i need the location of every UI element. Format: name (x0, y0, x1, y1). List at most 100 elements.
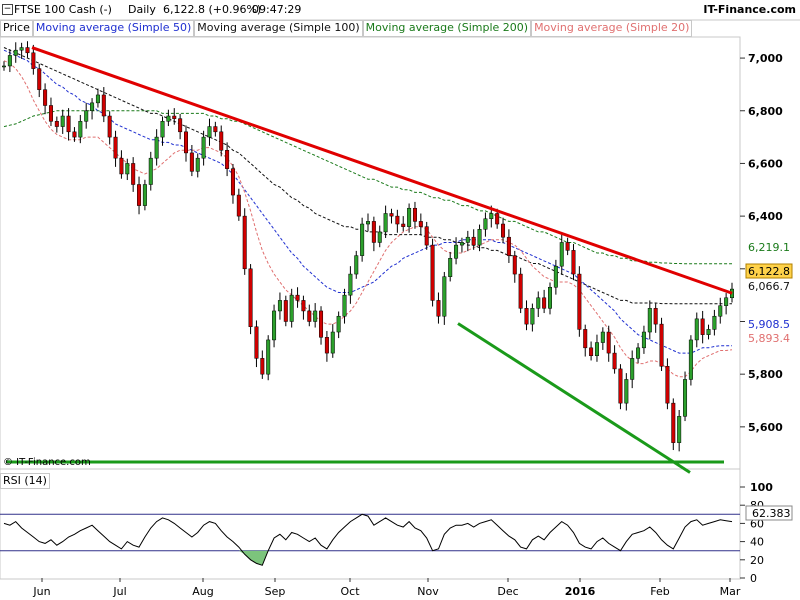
x-tick-label: Oct (340, 585, 360, 598)
price-candle (430, 244, 435, 301)
price-candle (195, 157, 200, 172)
price-candle (553, 265, 558, 288)
price-candle (348, 273, 353, 296)
price-candle (589, 347, 594, 356)
price-candle (612, 352, 617, 370)
price-candle (295, 294, 300, 301)
price-candle (119, 157, 124, 175)
price-candle (583, 329, 588, 349)
price-candle (577, 273, 582, 330)
instrument-name: FTSE 100 Cash (-) (14, 3, 112, 16)
price-candle (548, 286, 552, 309)
price-candle (665, 366, 670, 404)
price-candle (700, 318, 705, 335)
price-candle (178, 118, 183, 133)
price-candle (465, 236, 470, 243)
price-candle (189, 152, 194, 172)
last-value-box (746, 279, 792, 293)
price-candle (407, 207, 412, 227)
price-candle (207, 126, 212, 138)
main-panel-frame (0, 36, 741, 470)
minus-box-icon[interactable]: − (2, 4, 13, 15)
price-candle (154, 136, 159, 159)
price-candle (436, 300, 441, 317)
price-candle (659, 323, 664, 367)
rsi-tick-label: 100 (750, 481, 773, 494)
price-candle (266, 339, 271, 375)
price-candle (694, 318, 699, 341)
price-candle (459, 242, 464, 246)
period-label[interactable]: Daily (128, 3, 156, 16)
last-value-label: 6,122.8 (748, 265, 790, 278)
price-candle (84, 110, 89, 122)
price-candle (371, 221, 376, 243)
price-candle (37, 68, 42, 90)
price-candle (606, 331, 611, 354)
price-candle (31, 52, 36, 69)
x-tick-label: Dec (497, 585, 518, 598)
price-candle (172, 115, 177, 119)
price-candle (536, 297, 541, 309)
price-candle (571, 250, 576, 275)
price-candle (342, 294, 347, 317)
x-tick-label: Sep (265, 585, 286, 598)
price-candle (630, 358, 635, 380)
price-candle (395, 215, 400, 225)
sma20-line (3, 60, 733, 378)
price-candle (313, 310, 318, 322)
last-value-label: 6,219.1 (748, 241, 790, 254)
price-candle (248, 268, 253, 328)
price-candle (448, 258, 453, 277)
price-candle (600, 331, 605, 343)
watermark: © IT-Finance.com (3, 457, 91, 468)
sma50-line (3, 49, 732, 354)
price-candle (19, 47, 24, 51)
y-tick-label: 6,600 (748, 157, 783, 170)
price-candle (260, 358, 265, 375)
price-candle (319, 310, 324, 338)
last-value-label: 5,908.5 (748, 318, 790, 331)
price-candle (718, 305, 723, 317)
price-candle (101, 94, 106, 117)
price-candle (2, 65, 6, 68)
price-candle (647, 308, 652, 333)
price-candle (483, 218, 488, 230)
price-candle (43, 89, 48, 106)
x-tick-label: Jun (32, 585, 50, 598)
price-candle (336, 315, 341, 333)
price-candle (25, 47, 30, 54)
price-candle (142, 184, 147, 206)
last-value-label: 5,893.4 (748, 332, 790, 345)
sma200-line (3, 110, 732, 265)
price-candle (213, 126, 218, 133)
price-candle (471, 236, 476, 246)
rsi-tick-label: 20 (750, 554, 764, 567)
price-candle (289, 294, 294, 322)
price-candle (354, 255, 359, 275)
x-tick-label: Feb (650, 585, 669, 598)
price-candle (724, 297, 729, 306)
price-candle (219, 131, 224, 151)
price-candle (618, 368, 623, 404)
price-candle (524, 308, 529, 325)
last-value-box (745, 263, 793, 279)
price-candle (54, 121, 59, 127)
price-candle (389, 213, 394, 217)
price-candle (107, 115, 112, 138)
price-candle (683, 379, 688, 417)
price-candle (501, 223, 506, 238)
y-tick-label: 5,600 (748, 421, 783, 434)
price-candle (137, 184, 142, 206)
rsi-panel-frame (0, 468, 741, 580)
price-candle (160, 121, 165, 138)
last-value-box (746, 331, 792, 345)
price-candle (454, 244, 459, 259)
rsi-panel-label: RSI (14) (0, 473, 50, 489)
price-candle (66, 115, 71, 133)
price-candle (594, 342, 599, 356)
price-candle (78, 121, 83, 138)
rsi-last-value: 62.383 (752, 507, 791, 520)
x-tick-label: 2016 (565, 585, 596, 598)
price-candle (677, 416, 682, 443)
